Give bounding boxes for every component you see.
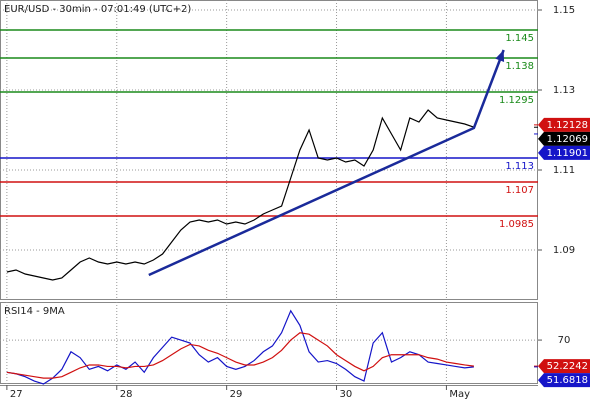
y-tick-label: 70 <box>558 335 571 346</box>
price-marker-label: 51.6818 <box>547 375 588 386</box>
price-marker <box>538 359 590 374</box>
y-tick-label: 1.11 <box>553 165 575 176</box>
x-tick-label: 30 <box>340 389 353 400</box>
panel-frame <box>0 302 538 384</box>
panel-title: EUR/USD - 30min - 07:01:49 (UTC+2) <box>4 4 191 15</box>
series-line <box>6 109 475 281</box>
price-marker-label: 52.2242 <box>547 361 588 372</box>
panel-title: RSI14 - 9MA <box>4 306 65 317</box>
price-marker <box>538 145 590 160</box>
series-line <box>6 332 474 379</box>
price-marker-label: 1.11901 <box>547 148 588 159</box>
y-tick-label: 1.09 <box>553 245 575 256</box>
level-label: 1.113 <box>505 161 534 172</box>
level-label: 1.107 <box>505 185 534 196</box>
panel-frame <box>0 0 538 300</box>
arrow-head <box>495 50 505 62</box>
price-marker-label: 1.12128 <box>547 120 588 131</box>
y-tick-label: 1.13 <box>553 85 575 96</box>
level-label: 1.0985 <box>499 219 534 230</box>
level-label: 1.138 <box>505 61 534 72</box>
x-tick-label: 28 <box>120 389 133 400</box>
price-marker <box>538 117 590 132</box>
price-marker <box>538 373 590 388</box>
x-tick-label: 29 <box>230 389 243 400</box>
x-tick-label: May <box>449 389 470 400</box>
level-label: 1.145 <box>505 33 534 44</box>
series-line <box>6 309 474 385</box>
price-marker <box>538 131 590 146</box>
y-tick-label: 1.15 <box>553 5 575 16</box>
level-label: 1.1295 <box>499 95 534 106</box>
x-tick-label: 27 <box>10 389 23 400</box>
trendline <box>148 49 505 277</box>
price-marker-label: 1.12069 <box>547 134 588 145</box>
